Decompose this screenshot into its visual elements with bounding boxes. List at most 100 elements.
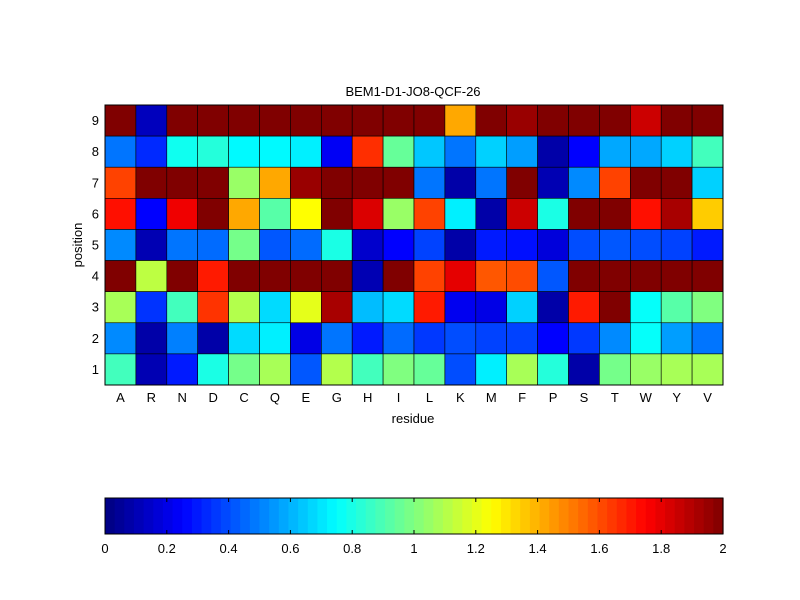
heatmap-cell (259, 166, 291, 199)
heatmap-cell (568, 166, 600, 199)
heatmap-cell (475, 166, 507, 199)
colorbar-swatch (452, 498, 463, 534)
heatmap-cell (320, 198, 353, 230)
heatmap-cell (104, 229, 137, 261)
heatmap-cell (382, 166, 415, 199)
heatmap-cell (660, 104, 693, 137)
colorbar-swatch (191, 498, 203, 534)
heatmap-cell (228, 104, 260, 137)
heatmap-cell (197, 104, 229, 137)
colorbar-swatch (105, 498, 116, 534)
heatmap-cell (382, 104, 415, 137)
heatmap-cell (629, 104, 662, 137)
heatmap-cell (444, 291, 477, 324)
heatmap-cell (413, 353, 446, 386)
colorbar-tick-label: 0.2 (158, 541, 176, 556)
heatmap-cell (259, 229, 291, 261)
heatmap-cell (166, 104, 199, 137)
colorbar-swatch (665, 498, 676, 534)
heatmap-cell (660, 166, 693, 199)
colorbar-swatch (703, 498, 714, 534)
colorbar-swatch (230, 498, 241, 534)
colorbar-swatch (172, 498, 183, 534)
heatmap-cell (629, 260, 662, 292)
heatmap-cell (228, 135, 260, 168)
heatmap-cell (506, 104, 538, 137)
colorbar-swatch (288, 498, 299, 534)
heatmap-cell (197, 198, 229, 230)
heatmap-cell (351, 104, 384, 137)
heatmap-cell (290, 135, 322, 168)
x-tick-label: H (363, 390, 372, 405)
colorbar-swatch (491, 498, 502, 534)
colorbar-swatch (655, 498, 666, 534)
heatmap-cell (228, 353, 260, 386)
heatmap-cell (691, 291, 724, 324)
colorbar-swatch (220, 498, 232, 534)
heatmap-cell (351, 166, 384, 199)
heatmap-cell (135, 166, 168, 199)
colorbar-swatch (587, 498, 599, 534)
heatmap-cell (320, 104, 353, 137)
heatmap-cell (691, 353, 724, 386)
y-tick-label: 1 (92, 362, 99, 377)
heatmap-cell (506, 260, 538, 292)
heatmap-cell (166, 260, 199, 292)
heatmap-cell (320, 229, 353, 261)
heatmap-cell (197, 166, 229, 199)
colorbar-tick-label: 2 (719, 541, 726, 556)
heatmap-cell (166, 135, 199, 168)
heatmap-cell (660, 229, 693, 261)
heatmap-cell (660, 198, 693, 230)
colorbar-swatch (162, 498, 174, 534)
heatmap-cell (259, 353, 291, 386)
heatmap-cell (166, 198, 199, 230)
colorbar-swatch (607, 498, 618, 534)
heatmap-cell (537, 260, 569, 292)
heatmap-cell (228, 229, 260, 261)
colorbar-swatch (211, 498, 222, 534)
colorbar-tick-labels: 0 0.2 0.4 0.6 0.8 1 1.2 1.4 1.6 1.8 2 (101, 498, 727, 556)
heatmap-cell (660, 260, 693, 292)
heatmap-cell (475, 135, 507, 168)
x-tick-label: S (580, 390, 589, 405)
colorbar-swatch (433, 498, 444, 534)
heatmap-cell (444, 166, 477, 199)
heatmap-cell (290, 291, 322, 324)
heatmap-cell (290, 229, 322, 261)
heatmap-cell (290, 166, 322, 199)
heatmap-cell (197, 260, 229, 292)
colorbar-tick-label: 0 (101, 541, 108, 556)
x-tick-label: M (486, 390, 497, 405)
heatmap-cell (444, 260, 477, 292)
heatmap-cell (475, 229, 507, 261)
x-tick-label: D (208, 390, 217, 405)
heatmap-cell (599, 166, 631, 199)
x-tick-label: F (518, 390, 526, 405)
colorbar-tick-label: 1.8 (652, 541, 670, 556)
colorbar-swatch (249, 498, 261, 534)
y-tick-label: 3 (92, 300, 99, 315)
heatmap-cell (444, 229, 477, 261)
heatmap-cell (351, 260, 384, 292)
heatmap-cell (413, 104, 446, 137)
colorbar-swatch (713, 498, 724, 534)
plot-frame (104, 104, 724, 386)
y-tick-label: 4 (92, 269, 99, 284)
heatmap-cell (228, 291, 260, 324)
heatmap-cell (382, 198, 415, 230)
heatmap-cell (568, 104, 600, 137)
heatmap-cell (629, 229, 662, 261)
heatmap-cell (475, 198, 507, 230)
colorbar-swatch (153, 498, 164, 534)
heatmap-cell (135, 198, 168, 230)
heatmap-cell (351, 229, 384, 261)
heatmap-cell (351, 291, 384, 324)
heatmap-cell (599, 322, 631, 355)
colorbar-tick-label: 0.4 (220, 541, 238, 556)
heatmap-cell (166, 353, 199, 386)
heatmap-cell (444, 104, 477, 137)
heatmap-cell (320, 135, 353, 168)
heatmap-cell (259, 135, 291, 168)
